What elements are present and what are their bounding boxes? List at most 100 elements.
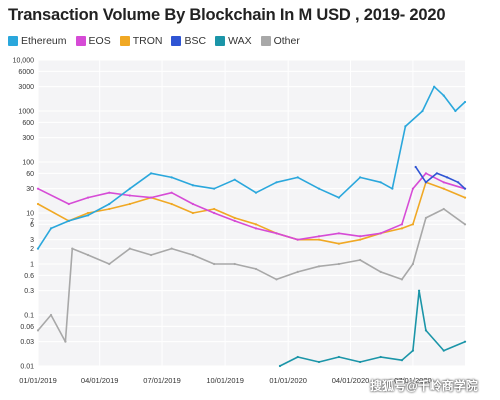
data-point-tron xyxy=(213,207,216,211)
data-point-ethereum xyxy=(86,214,90,217)
data-point-other xyxy=(149,253,153,257)
data-point-ethereum xyxy=(404,125,407,128)
y-tick-label: 1000 xyxy=(18,109,34,116)
data-point-other xyxy=(411,262,415,266)
y-tick-label: 300 xyxy=(22,135,34,142)
data-point-ethereum xyxy=(149,172,153,175)
y-tick-label: 0.01 xyxy=(20,364,34,371)
data-point-other xyxy=(36,329,40,332)
data-point-tron xyxy=(128,202,131,206)
data-point-ethereum xyxy=(213,187,216,190)
data-point-bsc xyxy=(435,172,438,175)
data-point-tron xyxy=(170,202,173,206)
data-point-other xyxy=(108,262,111,266)
data-point-other xyxy=(71,247,74,250)
x-tick-label: 07/01/2019 xyxy=(143,376,181,385)
data-point-eos xyxy=(442,181,445,184)
legend-label-tron: TRON xyxy=(132,35,163,47)
legend-item-tron[interactable]: TRON xyxy=(119,35,163,47)
legend-item-bsc[interactable]: BSC xyxy=(171,35,206,47)
data-point-other xyxy=(400,278,404,281)
x-tick-label: 10/01/2019 xyxy=(206,376,244,385)
data-point-wax xyxy=(442,349,445,352)
data-point-other xyxy=(424,216,428,220)
data-point-other xyxy=(317,265,321,268)
data-point-eos xyxy=(149,196,153,199)
data-point-other xyxy=(296,270,299,273)
data-point-tron xyxy=(108,207,111,211)
legend-swatch-bsc xyxy=(171,36,182,46)
data-point-ethereum xyxy=(454,109,457,113)
legend-swatch-tron xyxy=(119,36,130,46)
data-point-wax xyxy=(400,359,404,362)
legend-item-other[interactable]: Other xyxy=(260,35,300,47)
data-point-tron xyxy=(233,216,236,220)
legend-item-ethereum[interactable]: Ethereum xyxy=(8,35,67,47)
data-point-other xyxy=(442,207,445,211)
data-point-eos xyxy=(191,202,194,206)
data-point-eos xyxy=(254,227,258,230)
x-tick-label: 01/01/2019 xyxy=(19,376,57,385)
data-point-eos xyxy=(296,238,299,241)
x-tick-label: 07/01/2020 xyxy=(394,376,432,385)
data-point-wax xyxy=(379,355,382,359)
data-point-other xyxy=(49,313,53,317)
data-point-other xyxy=(254,267,258,271)
data-point-ethereum xyxy=(433,85,436,88)
y-tick-label: 3 xyxy=(30,237,34,244)
data-point-other xyxy=(170,247,173,250)
data-point-bsc xyxy=(457,181,460,184)
y-tick-label: 0.03 xyxy=(20,339,34,346)
legend-label-wax: WAX xyxy=(228,35,252,47)
data-point-wax xyxy=(317,360,321,364)
data-point-wax xyxy=(411,349,415,352)
data-point-other xyxy=(463,223,467,226)
y-tick-label: 1 xyxy=(30,262,34,269)
data-point-other xyxy=(233,262,236,266)
legend-label-ethereum: Ethereum xyxy=(21,35,67,47)
legend-label-other: Other xyxy=(273,35,300,47)
data-point-eos xyxy=(411,187,415,190)
data-point-tron xyxy=(359,238,362,241)
data-point-other xyxy=(213,262,216,266)
legend-swatch-eos xyxy=(75,36,86,46)
data-point-eos xyxy=(275,232,278,235)
series-line-wax xyxy=(279,289,466,367)
x-tick-label: 01/01/2020 xyxy=(269,376,307,385)
legend-swatch-other xyxy=(260,36,271,46)
data-point-ethereum xyxy=(191,184,194,187)
data-point-ethereum xyxy=(49,227,53,230)
y-tick-label: 60 xyxy=(26,171,34,178)
y-tick-label: 7 xyxy=(30,218,34,225)
data-point-eos xyxy=(317,235,321,238)
data-point-eos xyxy=(213,211,216,215)
data-point-wax xyxy=(296,355,299,359)
data-point-tron xyxy=(254,223,258,226)
data-point-wax xyxy=(417,289,421,292)
data-point-ethereum xyxy=(170,176,173,179)
data-point-other xyxy=(337,262,340,266)
data-point-tron xyxy=(337,242,340,245)
data-point-ethereum xyxy=(296,176,299,179)
data-point-bsc xyxy=(424,181,428,184)
data-point-eos xyxy=(424,172,428,175)
data-point-other xyxy=(275,278,278,281)
legend-swatch-wax xyxy=(215,36,226,46)
data-point-wax xyxy=(463,340,467,343)
data-point-tron xyxy=(400,227,404,230)
series-line-bsc xyxy=(415,166,466,190)
data-point-tron xyxy=(442,187,445,190)
x-tick-label: 04/01/2019 xyxy=(81,376,119,385)
data-point-other xyxy=(359,258,362,262)
data-point-ethereum xyxy=(36,247,40,250)
data-point-other xyxy=(86,253,90,257)
legend: Ethereum EOS TRON BSC WAX Other xyxy=(8,35,300,47)
legend-item-wax[interactable]: WAX xyxy=(215,35,252,47)
y-tick-label: 3000 xyxy=(18,84,34,91)
data-point-wax xyxy=(278,364,282,368)
data-point-eos xyxy=(233,219,236,222)
data-point-eos xyxy=(337,232,340,235)
legend-item-eos[interactable]: EOS xyxy=(75,35,111,47)
data-point-wax xyxy=(359,360,362,364)
